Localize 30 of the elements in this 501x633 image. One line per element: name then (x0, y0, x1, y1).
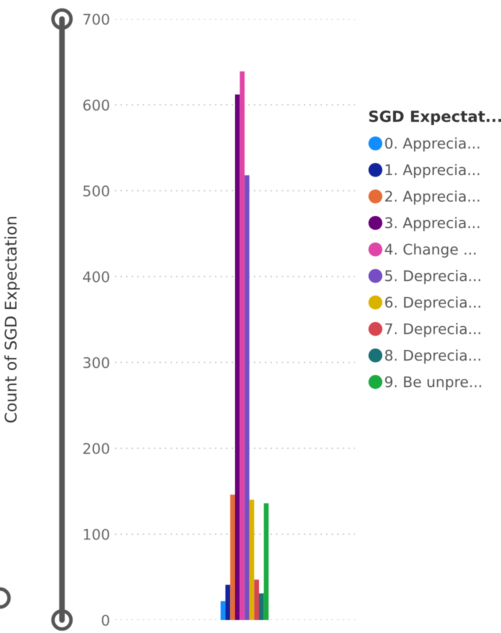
legend-label: 3. Apprecia... (385, 216, 480, 232)
y-tick-label: 700 (84, 14, 110, 25)
bar (264, 503, 269, 620)
bar (259, 593, 264, 620)
legend-label: 8. Deprecia... (385, 350, 480, 364)
legend-label: 5. Deprecia... (385, 270, 480, 284)
legend-label: 6. Deprecia... (385, 296, 480, 311)
legend-title: SGD Expectat... (369, 110, 501, 126)
legend-label: 7. Deprecia... (385, 323, 480, 338)
legend-label: 4. Change ... (384, 243, 476, 258)
y-tick-label: 600 (83, 100, 110, 111)
bar (230, 494, 235, 620)
legend-label: 1. Apprecia... (386, 164, 480, 178)
y-tick-label: 300 (83, 357, 110, 368)
y-tick-label: 200 (83, 443, 110, 454)
y-tick-label: 0 (102, 614, 110, 626)
bar (244, 175, 250, 620)
bar (249, 500, 254, 620)
legend-label: 0. Apprecia... (385, 137, 480, 152)
bar (225, 584, 230, 620)
y-tick-label: 400 (83, 271, 110, 282)
bar (220, 601, 226, 620)
bar (235, 94, 240, 620)
y-tick-label: 100 (84, 528, 110, 540)
bar (240, 71, 245, 620)
legend-label: 9. Be unpre... (385, 376, 482, 390)
bar (254, 580, 259, 620)
y-tick-label: 500 (83, 185, 110, 196)
y-axis-title: Count of SGD Expectation (4, 216, 20, 423)
legend-label: 2. Apprecia... (385, 190, 480, 205)
